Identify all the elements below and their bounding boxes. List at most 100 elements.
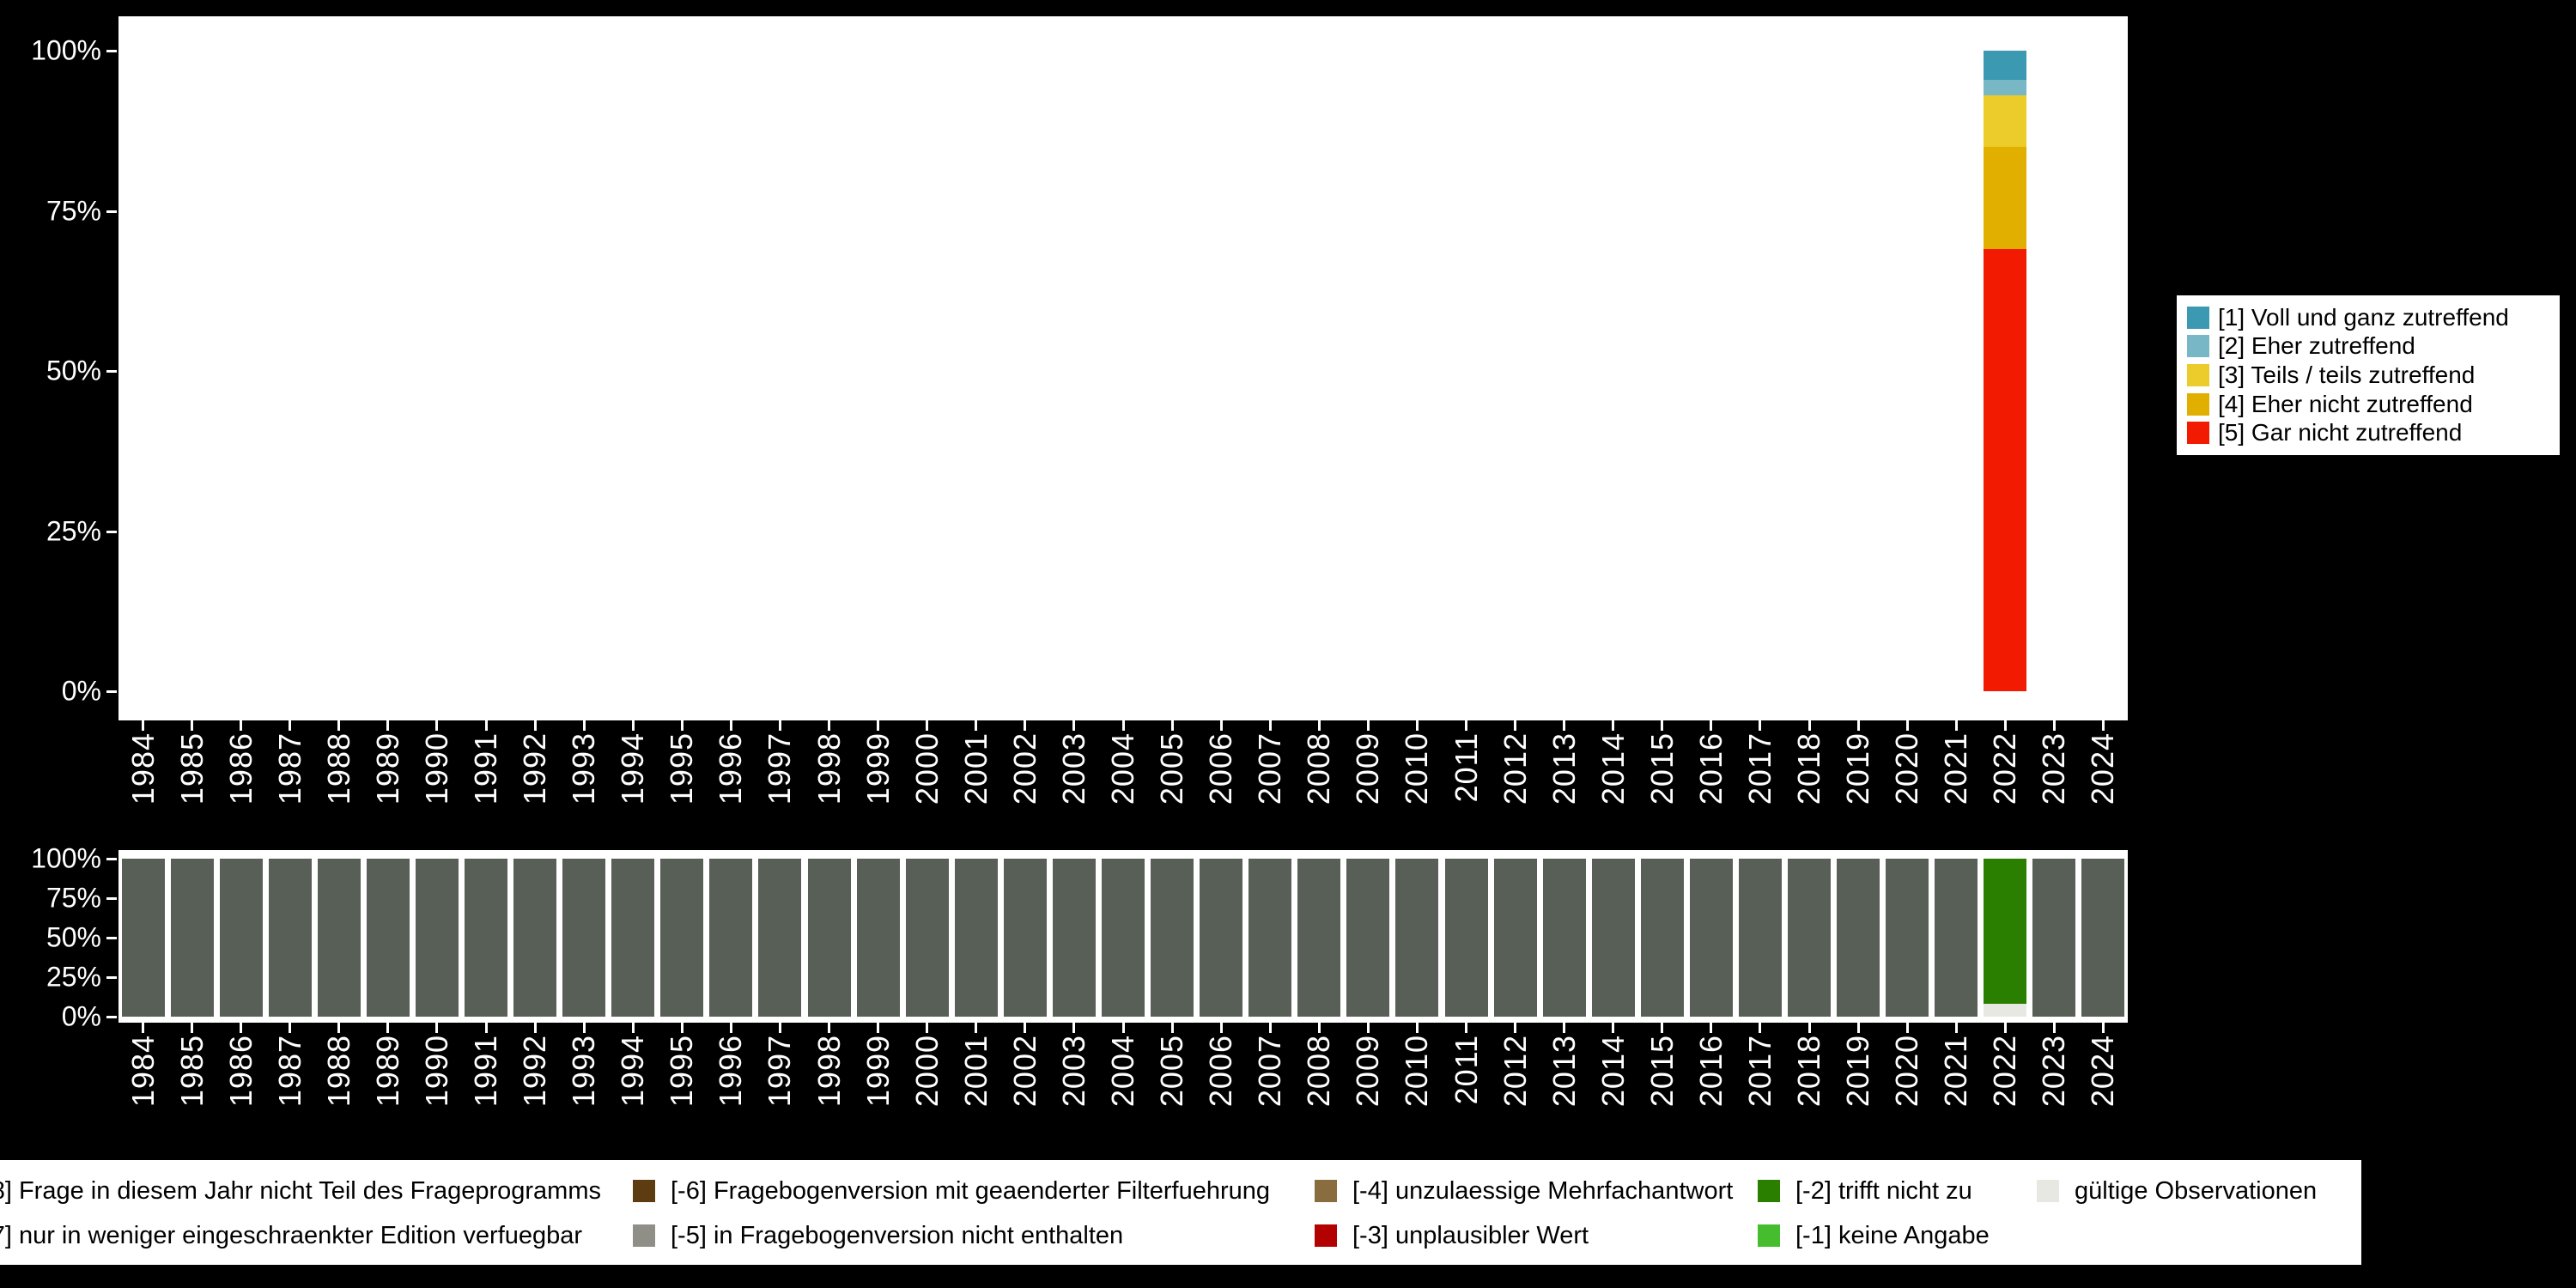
bar-1986 [219, 859, 263, 1017]
bar-segment [366, 859, 410, 1017]
answers-x-ticks [118, 720, 2128, 731]
legend-item: [4] Eher nicht zutreffend [2187, 391, 2549, 418]
x-tick [1905, 720, 1909, 731]
legend-label: [4] Eher nicht zutreffend [2218, 390, 2473, 417]
bar-1999 [856, 859, 900, 1017]
bar-1987 [268, 859, 312, 1017]
x-tick-label-1990: 1990 [418, 732, 454, 805]
bar-segment [1984, 95, 2027, 147]
legend-swatch [2187, 306, 2209, 329]
legend-swatch [1315, 1180, 1337, 1202]
y-tick [106, 857, 117, 860]
bar-segment [1984, 51, 2027, 80]
bar-2007 [1249, 859, 1292, 1017]
x-tick-label-2001: 2001 [957, 1035, 993, 1108]
x-tick [1856, 1023, 1860, 1033]
bar-segment [1984, 249, 2027, 691]
x-tick-label-2024: 2024 [2085, 732, 2121, 805]
x-tick-label-2015: 2015 [1643, 732, 1680, 805]
x-tick [926, 720, 929, 731]
bar-1995 [660, 859, 704, 1017]
bar-1988 [317, 859, 361, 1017]
x-tick-label-1984: 1984 [125, 732, 161, 805]
legend-swatch [2187, 363, 2209, 386]
x-tick-label-1994: 1994 [615, 1035, 651, 1108]
x-tick [1024, 720, 1027, 731]
legend-swatch [633, 1224, 655, 1247]
x-tick-label-2020: 2020 [1889, 1035, 1925, 1108]
x-tick-label-1986: 1986 [222, 1035, 258, 1108]
bar-2000 [905, 859, 949, 1017]
x-tick-label-2010: 2010 [1399, 1035, 1435, 1108]
x-tick-label-1984: 1984 [125, 1035, 161, 1108]
bar-segment [170, 859, 214, 1017]
x-tick [2052, 720, 2056, 731]
x-tick-label-2012: 2012 [1497, 1035, 1533, 1108]
x-tick-label-2002: 2002 [1006, 732, 1042, 805]
x-tick-label-2004: 2004 [1105, 732, 1140, 805]
missings-x-axis: 1984 1985 1986 1987 1988 1989 1990 1991 1992 1993… [118, 1035, 2128, 1107]
y-tick [106, 896, 117, 900]
x-tick [1710, 720, 1713, 731]
bar-1984 [121, 859, 165, 1017]
x-tick [1759, 1023, 1762, 1033]
x-tick-label-2019: 2019 [1840, 732, 1876, 805]
x-tick [386, 720, 390, 731]
bar-2008 [1297, 859, 1341, 1017]
x-tick [680, 1023, 683, 1033]
missings-legend: [-8] Frage in diesem Jahr nicht Teil des… [0, 1160, 2361, 1265]
legend-label: [5] Gar nicht zutreffend [2218, 419, 2463, 447]
x-tick-label-2009: 2009 [1350, 1035, 1386, 1108]
bar-2009 [1346, 859, 1390, 1017]
legend-swatch [2187, 392, 2209, 416]
x-tick-label-2016: 2016 [1692, 732, 1728, 805]
x-tick-label-2023: 2023 [2036, 732, 2072, 805]
y-tick-label: 25% [46, 515, 101, 547]
x-tick-label-1996: 1996 [713, 1035, 749, 1108]
x-tick-label-2006: 2006 [1203, 732, 1239, 805]
x-tick-label-2001: 2001 [957, 732, 993, 805]
x-tick [1072, 720, 1076, 731]
legend-label: [-4] unzulaessige Mehrfachantwort [1352, 1177, 1734, 1205]
bar-segment [1297, 859, 1341, 1017]
bar-1996 [709, 859, 753, 1017]
x-tick [2101, 720, 2105, 731]
legend-label: [-3] unplausibler Wert [1352, 1222, 1589, 1249]
bar-1993 [562, 859, 606, 1017]
bar-segment [1102, 859, 1145, 1017]
bar-segment [1052, 859, 1096, 1017]
x-tick-label-1985: 1985 [173, 732, 210, 805]
bar-segment [1886, 859, 1929, 1017]
x-tick [729, 1023, 732, 1033]
bar-1994 [611, 859, 655, 1017]
legend-swatch [1758, 1180, 1780, 1202]
x-tick-label-2016: 2016 [1692, 1035, 1728, 1108]
x-tick [337, 1023, 341, 1033]
legend-item: [5] Gar nicht zutreffend [2187, 419, 2549, 447]
x-tick [1219, 720, 1223, 731]
x-tick [1317, 720, 1321, 731]
legend-label: [-5] in Fragebogenversion nicht enthalte… [671, 1222, 1124, 1249]
legend-label: [-7] nur in weniger eingeschraenkter Edi… [0, 1222, 583, 1249]
x-tick [975, 1023, 978, 1033]
x-tick [1514, 720, 1517, 731]
x-tick-label-2010: 2010 [1399, 732, 1435, 805]
bar-segment [1984, 146, 2027, 250]
x-tick-label-2005: 2005 [1154, 732, 1190, 805]
bar-segment [415, 859, 459, 1017]
y-tick-label: 50% [46, 921, 101, 953]
bar-segment [1395, 859, 1439, 1017]
bar-2005 [1151, 859, 1194, 1017]
bar-segment [1151, 859, 1194, 1017]
x-tick [877, 720, 880, 731]
x-tick-label-2003: 2003 [1055, 732, 1091, 805]
x-tick-label-2018: 2018 [1791, 732, 1827, 805]
legend-label: [-8] Frage in diesem Jahr nicht Teil des… [0, 1177, 601, 1205]
x-tick-label-1997: 1997 [762, 732, 798, 805]
missings-y-axis: 100% 75% 50% 25% 0% [0, 0, 118, 1288]
bar-2022 [1984, 859, 2027, 1017]
missings-plot-panel [118, 850, 2128, 1023]
x-tick-label-1992: 1992 [517, 1035, 553, 1108]
x-tick-label-2011: 2011 [1448, 1035, 1484, 1105]
x-tick [1954, 1023, 1958, 1033]
